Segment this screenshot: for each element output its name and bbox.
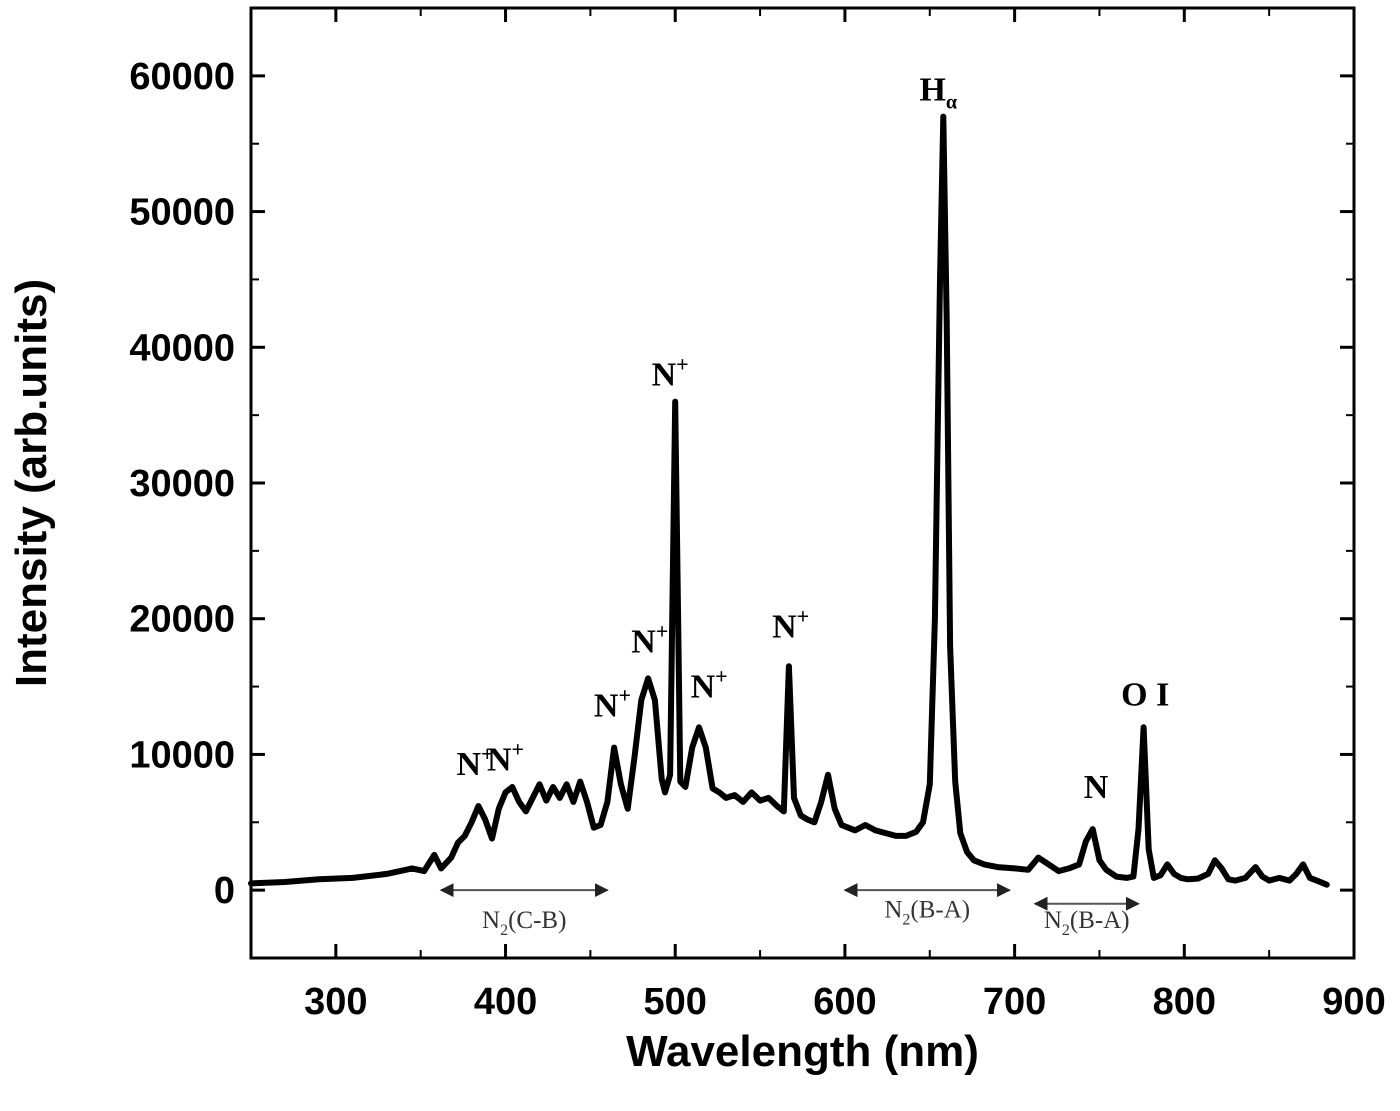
band-label: N2(C-B) (482, 907, 566, 939)
x-axis-ticks: 300 400 500 600 700 800 900 (304, 8, 1386, 1023)
peak-label: O I (1121, 677, 1169, 714)
peak-label: N+ (456, 741, 493, 783)
band-annotations: N2(C-B) N2(B-A) N2(B-A) (439, 883, 1140, 939)
peak-label: N+ (772, 604, 809, 646)
y-axis-title: Intensity (arb.units) (7, 279, 56, 687)
peak-label: N+ (487, 737, 524, 779)
peak-label: N+ (691, 663, 728, 705)
y-tick-label: 60000 (129, 56, 235, 98)
y-tick-label: 10000 (129, 734, 235, 776)
peak-label: N (1084, 769, 1109, 806)
x-tick-label: 900 (1322, 981, 1385, 1023)
x-tick-label: 800 (1153, 981, 1216, 1023)
y-tick-label: 30000 (129, 463, 235, 505)
x-tick-label: 700 (983, 981, 1046, 1023)
peak-label: N+ (594, 682, 631, 724)
y-tick-label: 40000 (129, 327, 235, 369)
x-tick-label: 600 (813, 981, 876, 1023)
peak-label: N+ (652, 351, 689, 393)
y-tick-label: 20000 (129, 599, 235, 641)
x-axis-title: Wavelength (nm) (626, 1027, 979, 1076)
peak-label: N+ (631, 619, 668, 661)
band-label: N2(B-A) (884, 896, 970, 928)
y-tick-label: 0 (214, 870, 235, 912)
spectrum-line (248, 113, 1330, 888)
x-tick-label: 300 (304, 981, 367, 1023)
peak-label: Hα (919, 71, 957, 113)
y-tick-label: 50000 (129, 192, 235, 234)
band-label: N2(B-A) (1044, 907, 1130, 939)
y-axis-ticks: 0 10000 20000 30000 40000 50000 60000 (129, 56, 1354, 912)
x-tick-label: 400 (474, 981, 537, 1023)
series-layer (248, 113, 1330, 888)
x-tick-label: 500 (644, 981, 707, 1023)
